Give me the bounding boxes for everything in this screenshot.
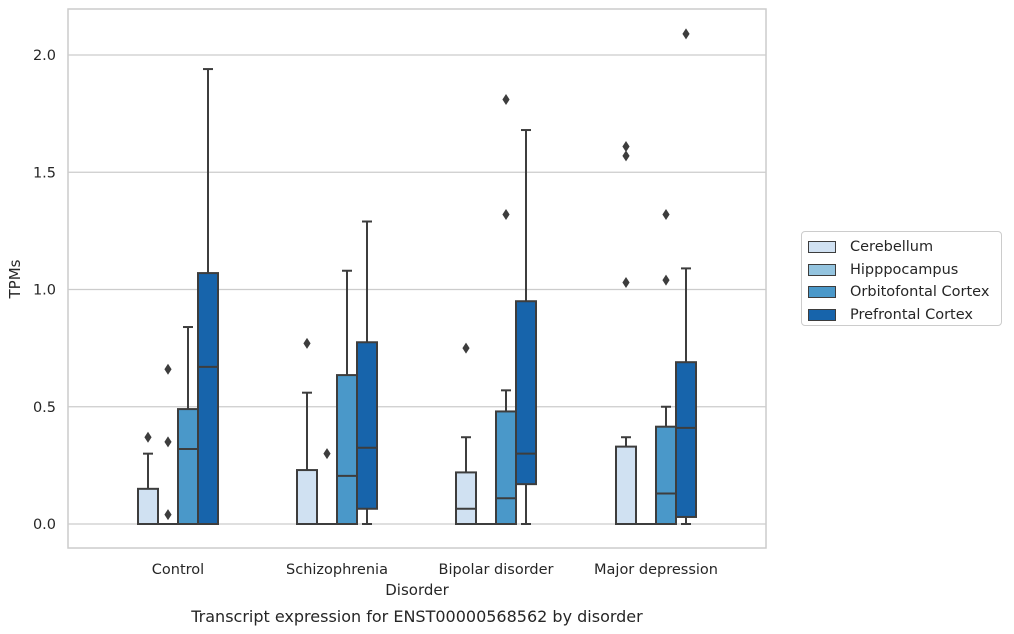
legend-label: Orbitofontal Cortex bbox=[850, 284, 990, 301]
box bbox=[655, 425, 677, 525]
x-tick-label: Major depression bbox=[594, 562, 718, 578]
box-orbitofontal-cortex bbox=[495, 94, 517, 525]
x-tick-label: Schizophrenia bbox=[286, 562, 388, 578]
outlier-point bbox=[662, 274, 670, 286]
box bbox=[515, 300, 537, 486]
legend-swatch bbox=[808, 286, 836, 299]
legend-item: Prefrontal Cortex bbox=[808, 304, 1001, 327]
outlier-point bbox=[622, 150, 630, 162]
box bbox=[356, 341, 378, 510]
box bbox=[197, 272, 219, 525]
x-axis-ticks: Control Schizophrenia Bipolar disorder Majo… bbox=[152, 562, 718, 578]
y-tick-label: 2.0 bbox=[33, 48, 56, 64]
x-tick-label: Control bbox=[152, 562, 204, 578]
box-cerebellum bbox=[615, 140, 637, 525]
outlier-point bbox=[164, 436, 172, 448]
y-tick-label: 0.5 bbox=[33, 400, 56, 416]
outlier-point bbox=[462, 342, 470, 354]
box-prefrontal-cortex bbox=[356, 220, 378, 525]
outlier-point bbox=[144, 431, 152, 443]
outlier-point bbox=[682, 28, 690, 40]
outlier-point bbox=[662, 208, 670, 220]
box-hipppocampus bbox=[158, 363, 178, 525]
box-cerebellum bbox=[296, 337, 318, 526]
box bbox=[336, 374, 358, 525]
outlier-point bbox=[164, 363, 172, 375]
y-axis-ticks: 0.0 0.5 1.0 1.5 2.0 bbox=[33, 48, 56, 533]
box bbox=[177, 408, 199, 525]
x-tick-label: Bipolar disorder bbox=[439, 562, 554, 578]
x-axis-label: Disorder bbox=[385, 581, 449, 599]
box-plot-boxes bbox=[137, 28, 697, 526]
legend-label: Prefrontal Cortex bbox=[850, 306, 973, 323]
box-prefrontal-cortex bbox=[197, 68, 219, 525]
box bbox=[296, 469, 318, 526]
outlier-point bbox=[502, 94, 510, 106]
outlier-point bbox=[303, 337, 311, 349]
box bbox=[495, 410, 517, 525]
box bbox=[455, 471, 477, 526]
outlier-point bbox=[502, 208, 510, 220]
box bbox=[137, 487, 159, 526]
box-orbitofontal-cortex bbox=[336, 269, 358, 525]
box-hipppocampus bbox=[317, 448, 337, 525]
y-tick-label: 1.5 bbox=[33, 165, 56, 181]
box-prefrontal-cortex bbox=[675, 28, 697, 525]
box-cerebellum bbox=[137, 431, 159, 526]
legend-item: Orbitofontal Cortex bbox=[808, 281, 1001, 304]
plot-frame bbox=[67, 8, 767, 549]
legend: Cerebellum Hipppocampus Orbitofontal Corte… bbox=[801, 231, 1002, 326]
y-axis-label: TPMs bbox=[6, 259, 24, 299]
box-orbitofontal-cortex bbox=[655, 208, 677, 525]
outlier-point bbox=[622, 276, 630, 288]
box-cerebellum bbox=[455, 342, 477, 526]
legend-swatch bbox=[808, 241, 836, 254]
outlier-point bbox=[622, 140, 630, 152]
legend-item: Hipppocampus bbox=[808, 259, 1001, 282]
outlier-point bbox=[164, 509, 172, 521]
chart-title: Transcript expression for ENST0000056856… bbox=[190, 607, 643, 626]
legend-label: Cerebellum bbox=[850, 239, 934, 256]
legend-label: Hipppocampus bbox=[850, 261, 959, 278]
legend-swatch bbox=[808, 308, 836, 321]
box bbox=[675, 361, 697, 518]
outlier-point bbox=[323, 448, 331, 460]
box-orbitofontal-cortex bbox=[177, 326, 199, 525]
legend-swatch bbox=[808, 263, 836, 276]
legend-item: Cerebellum bbox=[808, 236, 1001, 259]
box bbox=[615, 445, 637, 525]
box-prefrontal-cortex bbox=[515, 129, 537, 525]
y-tick-label: 0.0 bbox=[33, 517, 56, 533]
y-tick-label: 1.0 bbox=[33, 283, 56, 299]
